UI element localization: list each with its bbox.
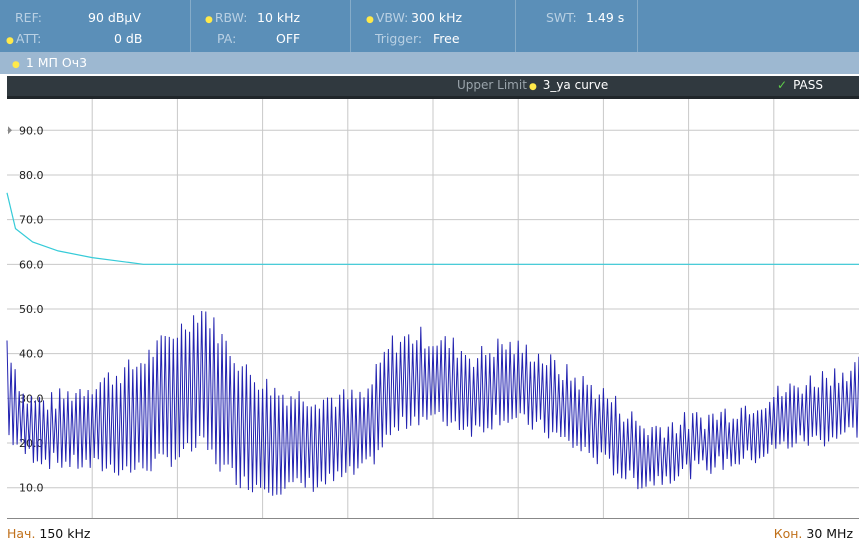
limit-line [6,192,859,265]
vbw-label: ● VBW: [366,10,409,25]
panel-separator [190,0,191,52]
swt-label: SWT: [546,10,577,25]
trigger-label: Trigger: [375,31,423,46]
plot-top-border [7,96,859,99]
trace-label[interactable]: ● 1 МП Оч3 [12,55,88,70]
vbw-value[interactable]: 300 kHz [411,10,463,25]
trace-dot: ● [12,60,20,70]
y-tick-label: 90.0 [19,124,44,137]
pa-value[interactable]: OFF [276,31,301,46]
ref-value[interactable]: 90 dBµV [88,10,141,25]
y-tick-label: 20.0 [19,437,44,450]
y-tick-label: 10.0 [19,482,44,495]
reference-level-marker-icon [8,126,12,135]
panel-separator [637,0,638,52]
ref-label: REF: [15,10,43,25]
rbw-modified-dot: ● [205,15,213,25]
pa-label: PA: [217,31,237,46]
start-frequency[interactable]: Нач. 150 kHz [7,526,91,541]
limit-curve-dot: ● [529,82,537,92]
y-tick-label: 80.0 [19,169,44,182]
limit-bar: Upper Limit ● 3_ya curve ✓ PASS [7,76,859,96]
stop-frequency[interactable]: Кон. 30 MHz [773,526,853,541]
rbw-value[interactable]: 10 kHz [257,10,301,25]
y-tick-label: 70.0 [19,214,44,227]
rbw-label: ● RBW: [205,10,248,25]
limit-curve-name[interactable]: ● 3_ya curve [529,78,609,92]
spectrum-trace [6,310,859,496]
vbw-modified-dot: ● [366,15,374,25]
y-tick-label: 60.0 [19,258,44,271]
limit-label: Upper Limit [457,78,527,92]
att-modified-dot: ● [6,36,14,46]
panel-separator [515,0,516,52]
att-value[interactable]: 0 dB [114,31,143,46]
y-tick-label: 50.0 [19,303,44,316]
trace-bar: ● 1 МП Оч3 [0,52,859,74]
spectrum-plot[interactable]: 10.020.030.040.050.060.070.080.090.0 [0,99,859,519]
pass-status: ✓ PASS [777,78,823,92]
swt-value[interactable]: 1.49 s [586,10,625,25]
att-label: ● ATT: [6,31,42,46]
panel-separator [350,0,351,52]
check-icon: ✓ [777,78,788,92]
y-tick-label: 40.0 [19,348,44,361]
settings-panel-empty [637,0,859,52]
trigger-value[interactable]: Free [433,31,460,46]
